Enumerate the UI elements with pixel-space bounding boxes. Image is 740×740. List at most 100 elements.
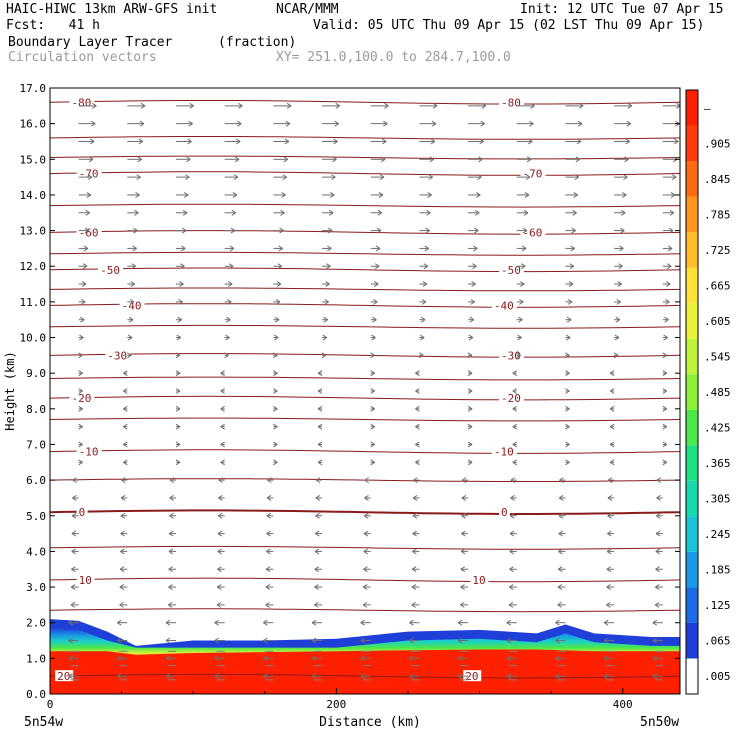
isotherm-label: -40	[122, 299, 142, 312]
vector-arrow-head	[481, 102, 487, 109]
vector-arrow-head	[555, 655, 560, 662]
vector-arrow-head	[565, 352, 570, 359]
vector-arrow-head	[87, 174, 93, 181]
vector-arrow-head	[80, 316, 85, 323]
vector-arrow-head	[378, 192, 384, 198]
vector-arrow-head	[626, 120, 632, 127]
vector-arrow-head	[217, 512, 223, 519]
vector-arrow-head	[409, 673, 414, 680]
vector-arrow-head	[317, 388, 323, 394]
vector-arrow-head	[565, 459, 570, 466]
vector-arrow-head	[384, 102, 389, 109]
y-tick-label: 13.0	[20, 225, 47, 238]
vector-arrow-head	[220, 459, 225, 466]
colorbar-label: .065	[704, 635, 731, 648]
vector-arrow-head	[120, 548, 125, 555]
vector-arrow-head	[376, 227, 382, 234]
vector-arrow-head	[218, 495, 223, 501]
isotherm-label-bg	[105, 349, 131, 361]
isotherm-label-bg	[69, 392, 95, 404]
vector-arrow-head	[656, 477, 662, 484]
vector-arrow-head	[175, 388, 181, 394]
vector-arrow-head	[129, 298, 135, 305]
vector-arrow-head	[674, 138, 679, 145]
isotherm-line-labeled	[50, 353, 680, 358]
field-units: (fraction)	[218, 35, 297, 50]
colorbar-label: .485	[704, 386, 731, 399]
vector-arrow-head	[265, 584, 271, 590]
vector-arrow-head	[78, 459, 83, 466]
vector-arrow-head	[609, 459, 615, 466]
vector-arrow-head	[335, 102, 341, 109]
vector-arrow-head	[461, 477, 467, 484]
vector-arrow-head	[128, 316, 134, 323]
isotherm-label-bg	[499, 263, 525, 275]
vector-arrow-head	[314, 566, 320, 573]
vector-arrow-head	[168, 566, 174, 573]
vector-arrow-head	[263, 619, 268, 626]
colorbar-swatch	[686, 480, 698, 517]
vector-arrow-head	[281, 192, 286, 198]
vector-arrow-head	[273, 334, 279, 341]
vector-arrow-head	[214, 637, 219, 644]
vector-arrow-head	[117, 637, 122, 644]
vector-arrow-head	[78, 441, 83, 448]
vector-arrow-head	[135, 192, 140, 198]
vector-arrow-head	[86, 192, 92, 198]
isotherm-label-bg	[491, 299, 517, 311]
vector-arrow-head	[474, 209, 480, 216]
vector-arrow-head	[409, 655, 414, 662]
vector-arrow-head	[509, 584, 514, 590]
vector-arrow-head	[565, 423, 570, 430]
vector-arrow-head	[467, 370, 473, 377]
vector-arrow-head	[609, 405, 615, 412]
colorbar-label: .305	[704, 493, 731, 506]
isotherm-label-bg	[119, 299, 145, 311]
vector-arrow-head	[72, 477, 77, 484]
y-tick-label: 12.0	[20, 260, 47, 273]
vector-arrow-head	[652, 619, 658, 626]
vector-arrow-head	[473, 245, 478, 252]
vector-arrow-head	[78, 370, 83, 377]
vector-arrow-head	[273, 388, 278, 394]
vector-arrow-head	[371, 334, 376, 341]
isotherm-line	[50, 251, 680, 256]
vector-arrow-head	[528, 138, 533, 145]
vector-arrow-head	[315, 495, 321, 501]
vector-arrow-head	[139, 120, 145, 127]
vector-arrow-head	[225, 334, 230, 341]
vector-arrow-head	[555, 673, 560, 680]
vector-arrow-head	[263, 673, 268, 680]
vector-arrow-head	[332, 156, 337, 163]
vector-arrow-head	[360, 637, 365, 644]
y-tick-label: 5.0	[26, 510, 46, 523]
vector-arrow-head	[607, 477, 613, 484]
vector-arrow-head	[311, 619, 317, 626]
vector-arrow-head	[609, 441, 615, 448]
vector-arrow-head	[321, 352, 327, 359]
isotherm-label: -60	[523, 226, 543, 239]
vector-arrow-head	[574, 174, 580, 181]
vector-arrow-head	[123, 405, 128, 412]
vector-arrow-head	[620, 209, 626, 216]
vector-arrow-head	[311, 637, 317, 644]
vector-arrow-head	[217, 530, 223, 537]
vector-arrow-head	[460, 566, 466, 573]
vector-arrow-head	[603, 637, 609, 644]
vector-arrow-head	[90, 120, 96, 127]
colorbar-label: .365	[704, 457, 731, 470]
isotherm-label: 20	[57, 670, 70, 683]
vector-arrow-head	[558, 530, 563, 537]
vector-arrow-head	[415, 441, 420, 448]
vector-arrow-head	[457, 619, 463, 626]
vector-arrow-head	[525, 174, 531, 181]
vector-arrow-head	[555, 619, 560, 626]
vector-arrow-head	[266, 530, 271, 537]
vector-arrow-head	[181, 227, 187, 234]
isotherm-line	[50, 136, 680, 140]
isotherm-label-bg	[470, 573, 489, 585]
vector-arrow-head	[119, 584, 125, 590]
vector-arrow-head	[68, 619, 73, 626]
vector-arrow-head	[138, 138, 144, 145]
vector-arrow-head	[183, 192, 189, 198]
